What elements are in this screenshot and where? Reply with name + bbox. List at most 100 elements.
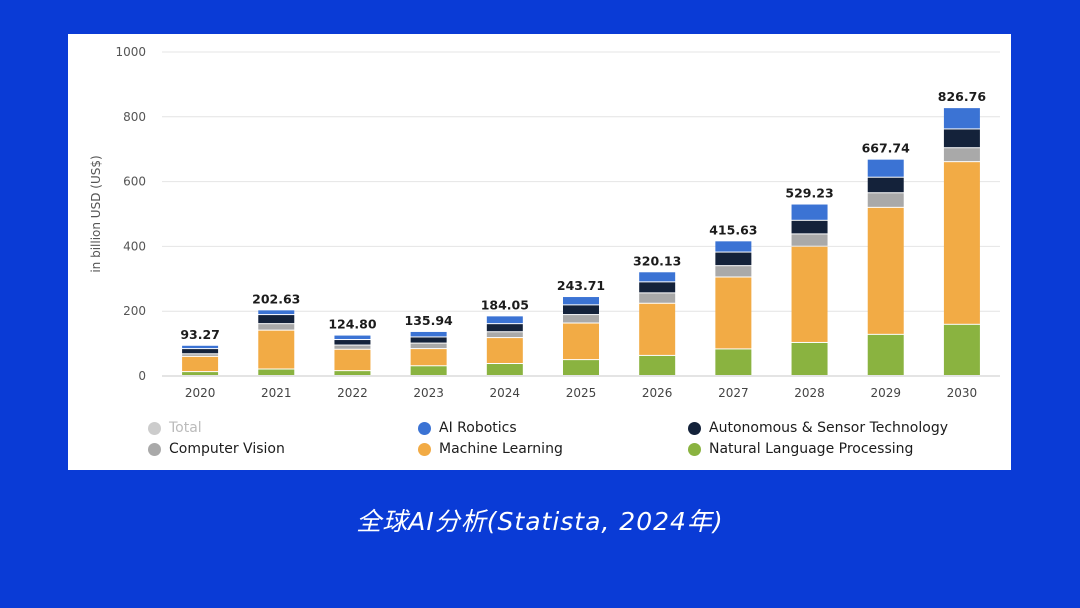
legend-label: Total [169,420,202,436]
x-tick-label: 2029 [870,386,901,400]
x-tick-label: 2027 [718,386,749,400]
x-tick-label: 2030 [947,386,978,400]
bar-segment [410,331,447,337]
legend-label: AI Robotics [439,420,517,436]
bar-segment [182,345,219,349]
bar-total-label: 415.63 [709,222,757,237]
bar-segment [182,354,219,356]
y-tick-label: 600 [123,175,146,189]
bar-segment [715,349,752,375]
bar-segment [867,193,904,207]
bar-segment [334,371,371,375]
bar-segment [258,315,295,324]
x-tick-label: 2023 [413,386,444,400]
x-tick-label: 2024 [490,386,521,400]
y-tick-label: 800 [123,110,146,124]
legend-item[interactable]: Natural Language Processing [688,441,968,457]
bar-segment [639,303,676,355]
x-tick-label: 2025 [566,386,597,400]
bar-segment [791,342,828,375]
y-tick-label: 0 [138,369,146,383]
legend-label: Natural Language Processing [709,441,914,457]
bar-segment [943,162,980,324]
legend-swatch [688,421,701,435]
legend-item[interactable]: Machine Learning [418,441,688,457]
bar-segment [715,266,752,277]
bar-segment [867,334,904,375]
y-axis-title: in billion USD (US$) [89,155,103,272]
bar-segment [639,355,676,375]
y-tick-label: 200 [123,304,146,318]
bar-segment [486,316,523,324]
bar-segment [943,324,980,375]
bar-segment [334,345,371,349]
bar-segment [639,293,676,303]
bar-segment [715,252,752,266]
chart-legend: Total AI Robotics Autonomous & Sensor Tech… [148,420,968,457]
x-tick-label: 2022 [337,386,368,400]
bar-segment [563,305,599,315]
bar-segment [182,349,219,354]
bar-segment [334,335,371,340]
bar-segment [258,310,295,315]
bar-segment [410,349,447,366]
bar-segment [715,241,752,252]
legend-item[interactable]: AI Robotics [418,420,688,436]
bar-segment [258,324,295,330]
bar-segment [563,297,599,305]
legend-label: Computer Vision [169,441,285,457]
x-tick-label: 2021 [261,386,292,400]
legend-item[interactable]: Autonomous & Sensor Technology [688,420,968,436]
bar-segment [943,148,980,162]
bar-total-label: 93.27 [180,327,220,342]
bar-segment [258,369,295,375]
bar-segment [639,282,676,293]
legend-swatch [418,421,431,435]
x-tick-label: 2026 [642,386,673,400]
legend-swatch [418,442,431,456]
bar-total-label: 243.71 [557,278,605,293]
y-tick-label: 400 [123,239,146,253]
bar-segment [486,364,523,375]
bar-segment [486,338,523,364]
legend-item[interactable]: Computer Vision [148,441,418,457]
bar-segment [791,204,828,220]
bar-segment [791,220,828,234]
caption: 全球AI分析(Statista, 2024年) [356,507,724,536]
bar-segment [334,340,371,345]
bar-total-label: 202.63 [252,291,300,306]
bar-segment [258,330,295,369]
stacked-bar-chart: 0 200 400 600 800 1000 in billion USD (US$) 93.… [89,45,1000,400]
bar-segment [715,277,752,349]
y-tick-label: 1000 [115,45,146,59]
bar-total-label: 667.74 [862,141,911,156]
bar-segment [486,332,523,338]
bar-segment [410,343,447,349]
x-tick-label: 2020 [185,386,216,400]
bar-segment [182,372,219,375]
bar-segment [563,360,599,375]
bar-total-label: 826.76 [938,89,987,104]
bar-segment [563,323,599,360]
bar-segment [410,366,447,375]
bar-segment [867,177,904,193]
bar-segment [410,337,447,343]
legend-item[interactable]: Total [148,420,418,436]
legend-label: Autonomous & Sensor Technology [709,420,948,436]
chart-card: 0 200 400 600 800 1000 in billion USD (US$) 93.… [68,34,1011,470]
legend-swatch [688,442,701,456]
bar-segment [791,246,828,342]
legend-label: Machine Learning [439,441,563,457]
bar-segment [639,272,676,282]
bar-total-label: 529.23 [785,186,833,201]
bar-segment [182,356,219,372]
bar-total-label: 184.05 [481,297,529,312]
bar-segment [563,315,599,323]
legend-swatch [148,442,161,456]
bar-segment [943,129,980,148]
bar-segment [867,207,904,334]
bar-total-label: 124.80 [328,317,377,332]
bar-segment [334,349,371,371]
bar-segment [791,234,828,246]
legend-swatch [148,421,161,435]
